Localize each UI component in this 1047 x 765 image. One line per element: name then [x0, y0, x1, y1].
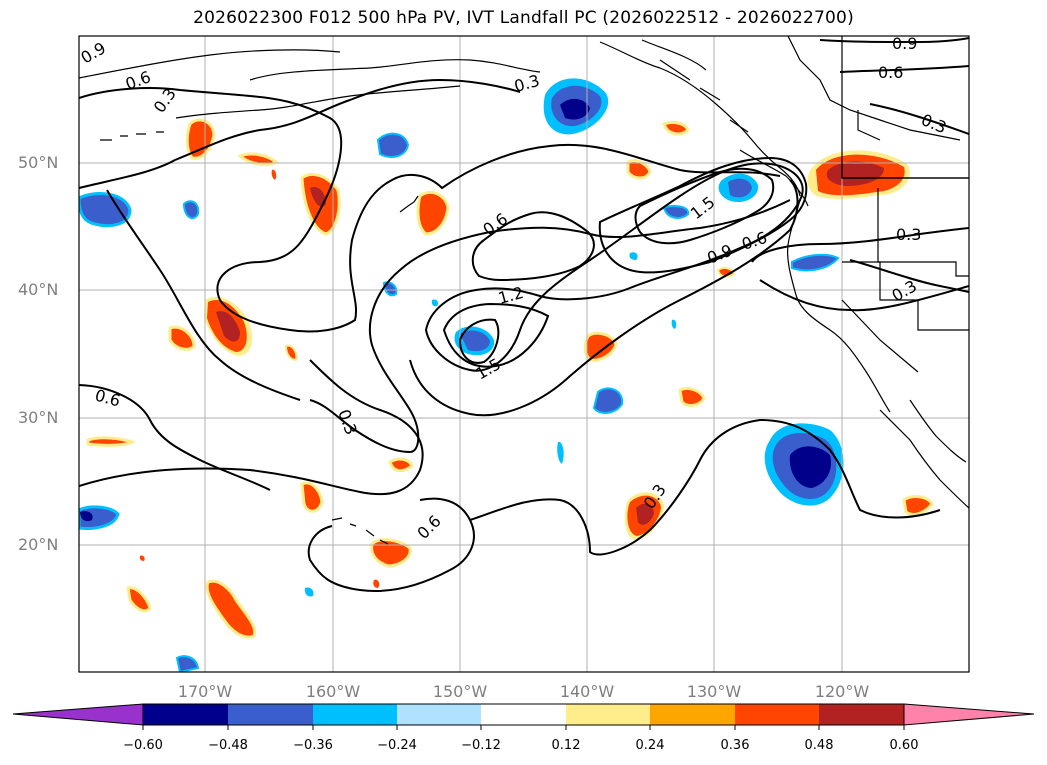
colorbar-bin — [143, 704, 228, 725]
contour-label: 0.3 — [896, 225, 921, 244]
colorbar-tick-label: −0.24 — [377, 738, 417, 753]
colorbar-tick-label: 0.48 — [804, 738, 834, 753]
colorbar-tick-label: 0.60 — [889, 738, 919, 753]
colorbar-bin — [566, 704, 650, 725]
colorbar-tick-label: −0.12 — [461, 738, 501, 753]
colorbar-bin — [735, 704, 819, 725]
colorbar-tick-label: −0.60 — [123, 738, 163, 753]
contour-label: 0.6 — [479, 209, 511, 239]
shade-blob-pacific-nw — [718, 173, 759, 203]
lon-tick-label: 160°W — [305, 682, 361, 701]
plot-frame — [78, 35, 970, 673]
lon-tick-label: 140°W — [559, 682, 615, 701]
colorbar-extend-min — [12, 703, 144, 726]
colorbar-tick-label: 0.36 — [720, 738, 750, 753]
contour-label: 0.6 — [413, 511, 444, 542]
shade-blob-alaska-gulf — [543, 78, 609, 135]
shade-blob-west-pacific — [204, 296, 253, 356]
contour-label: 1.2 — [496, 283, 526, 308]
colorbar-tick-label: 0.12 — [551, 738, 581, 753]
contour-label: 0.3 — [512, 71, 542, 96]
shade-blob-subtropic — [624, 492, 664, 540]
contour-label: 1.5 — [473, 354, 505, 383]
colorbar — [12, 703, 1035, 730]
contour-label: 0.9 — [78, 38, 110, 67]
contour-label: 0.6 — [93, 386, 123, 411]
lon-tick-label: 150°W — [432, 682, 488, 701]
colorbar-bin — [228, 704, 313, 725]
coastlines — [79, 36, 969, 545]
gridlines — [79, 36, 969, 672]
pv-shading — [79, 78, 934, 672]
colorbar-bin — [397, 704, 481, 725]
contour-lines — [79, 37, 969, 592]
colorbar-tick-label: 0.24 — [635, 738, 665, 753]
colorbar-bin — [481, 704, 566, 725]
colorbar-tick-label: −0.36 — [293, 738, 333, 753]
colorbar-bin — [819, 704, 904, 725]
lat-tick-label: 20°N — [18, 535, 59, 554]
contour-label: 0.3 — [334, 407, 361, 437]
colorbar-bin — [313, 704, 397, 725]
colorbar-outline — [142, 703, 905, 726]
lon-tick-label: 130°W — [686, 682, 742, 701]
lon-tick-label: 120°W — [814, 682, 870, 701]
contour-label: 0.6 — [878, 63, 903, 82]
colorbar-tick-label: −0.48 — [208, 738, 248, 753]
contour-label: 0.6 — [123, 67, 153, 94]
lon-tick-label: 170°W — [177, 682, 233, 701]
contour-label: 0.9 — [704, 241, 735, 268]
lat-tick-label: 30°N — [18, 408, 59, 427]
colorbar-bin — [650, 704, 735, 725]
shade-blob-mid-low — [454, 326, 495, 356]
map-title: 2026022300 F012 500 hPa PV, IVT Landfall… — [193, 8, 854, 28]
colorbar-extend-max — [903, 703, 1035, 726]
shade-blob-south-cal — [764, 423, 844, 506]
lat-tick-label: 50°N — [18, 153, 59, 172]
contour-label: 0.9 — [892, 34, 917, 53]
lat-tick-label: 40°N — [18, 280, 59, 299]
shade-blob-pacific-nw-pos — [807, 150, 910, 199]
